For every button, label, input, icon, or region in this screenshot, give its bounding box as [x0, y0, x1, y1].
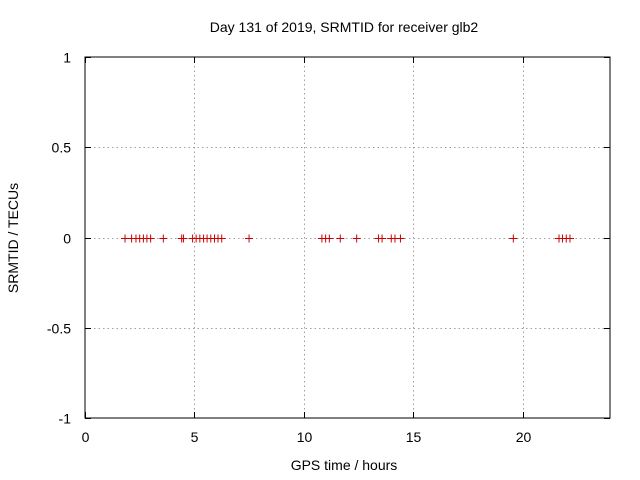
data-point — [159, 234, 168, 243]
data-point — [217, 234, 226, 243]
data-point — [179, 234, 188, 243]
data-point — [325, 234, 334, 243]
data-point — [565, 234, 574, 243]
y-axis-title: SRMTID / TECUs — [5, 183, 21, 293]
data-point — [378, 234, 387, 243]
plot-frame — [84, 56, 611, 419]
y-tick-label: -1 — [59, 411, 72, 427]
y-tick-label: -0.5 — [47, 321, 71, 337]
y-tick-label: 0 — [63, 231, 71, 247]
x-tick-label: 15 — [406, 429, 422, 445]
data-points — [121, 234, 574, 243]
x-tick-label: 5 — [191, 429, 199, 445]
grid-lines — [85, 57, 610, 418]
data-point — [509, 234, 518, 243]
data-point — [146, 234, 155, 243]
y-tick-label: 1 — [63, 50, 71, 66]
data-point — [396, 234, 405, 243]
x-tick-label: 20 — [516, 429, 532, 445]
data-point — [352, 234, 361, 243]
y-tick-label: 0.5 — [52, 140, 72, 156]
axis-ticks: 0 5 10 15 20 -1 -0.5 0 0.5 1 — [47, 50, 610, 445]
data-point — [336, 234, 345, 243]
x-tick-label: 0 — [82, 429, 90, 445]
data-point — [245, 234, 254, 243]
x-tick-label: 10 — [297, 429, 313, 445]
x-axis-title: GPS time / hours — [291, 457, 398, 473]
chart-title: Day 131 of 2019, SRMTID for receiver glb… — [210, 19, 479, 35]
